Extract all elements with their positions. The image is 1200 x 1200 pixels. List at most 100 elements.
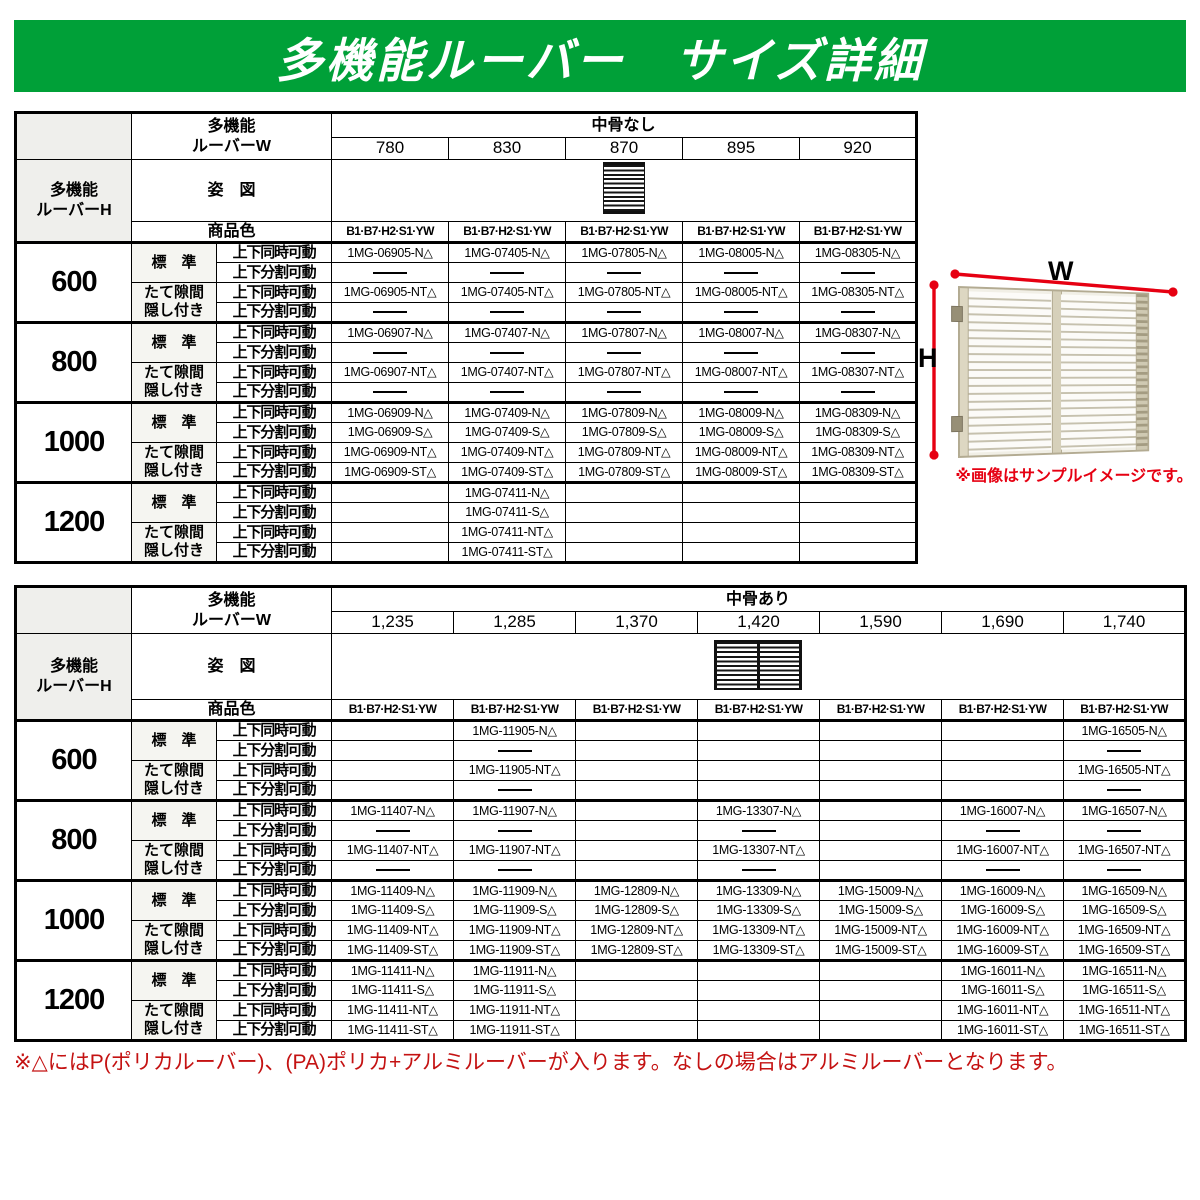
dash-cell [799, 262, 918, 284]
product-code-cell: 1MG-16507-NT△ [1063, 840, 1187, 862]
width-value: 1,740 [1063, 611, 1187, 634]
product-code-cell: 1MG-06909-ST△ [331, 462, 450, 484]
sample-image-caption: ※画像はサンプルイメージです。 [955, 468, 1193, 485]
dash-mark [490, 311, 525, 314]
dash-mark [724, 391, 759, 394]
louver-h-header: 多機能 ルーバーH [15, 158, 132, 244]
spec-row: 1200 標 準上下同時可動 1MG-07411-N△ [15, 481, 918, 564]
spec-row: 上下分割可動 1MG-11409-ST△ 1MG-11909-ST△ 1MG-1280… [16, 940, 1187, 962]
dash-cell [1063, 860, 1187, 882]
table-body: 多機能 ルーバーW 中骨なし 780 830 870 895 920 多機能 ルーバーH 姿 図… [15, 112, 918, 564]
empty-cell [819, 740, 943, 762]
product-code-cell: 1MG-08307-N△ [799, 321, 918, 344]
spec-row: 1000 標 準上下同時可動 1MG-11409-N△ 1MG-11909-N△ 1MG… [15, 879, 1187, 962]
movement-type-label: 上下分割可動 [215, 940, 333, 962]
product-code-cell: 1MG-07407-NT△ [448, 362, 567, 384]
product-code-cell: 1MG-07409-N△ [448, 401, 567, 424]
dash-cell [448, 382, 567, 404]
movement-type-label: 上下同時可動 [215, 959, 333, 982]
product-code-cell: 1MG-13307-NT△ [697, 840, 821, 862]
empty-cell [697, 959, 821, 982]
height-value: 1200 [15, 959, 132, 1042]
spec-row: 上下分割可動 1MG-11411-ST△ 1MG-11911-ST△ 1MG-1601… [16, 1020, 1187, 1042]
product-code-cell: 1MG-16509-N△ [1063, 879, 1187, 902]
movement-type-label: 上下分割可動 [215, 900, 333, 922]
triangle-footnote: ※△にはP(ポリカルーバー)、(PA)ポリカ+アルミルーバーが入ります。なしの場… [14, 1051, 1068, 1074]
empty-cell [941, 760, 1065, 782]
product-code-cell: 1MG-08007-N△ [682, 321, 801, 344]
dash-mark [741, 829, 776, 832]
dash-mark [840, 351, 875, 354]
width-value: 870 [565, 137, 684, 160]
empty-cell [331, 760, 455, 782]
width-value: 830 [448, 137, 567, 160]
group-standard-label: 標 準 [131, 799, 217, 842]
dash-cell [799, 342, 918, 364]
empty-cell [697, 780, 821, 802]
empty-cell [682, 542, 801, 564]
dash-cell [453, 860, 577, 882]
product-code-cell: 1MG-11909-N△ [453, 879, 577, 902]
spec-row: たて隙間 隠し付き 上下同時可動 1MG-11409-NT△ 1MG-11909-NT… [16, 920, 1187, 962]
product-code-cell: 1MG-07805-N△ [565, 241, 684, 264]
color-row: 商品色 B1·B7·H2·S1·YW B1·B7·H2·S1·YW B1·B7·H2·… [16, 698, 1187, 722]
product-code-cell: 1MG-07809-NT△ [565, 442, 684, 464]
product-code-cell: 1MG-07805-NT△ [565, 282, 684, 304]
corner-cell [15, 112, 132, 160]
header-row-bone: 多機能 ルーバーW 中骨あり [15, 586, 1187, 634]
empty-cell [819, 799, 943, 822]
spec-row: 上下分割可動 1MG-07411-ST△ [16, 542, 918, 564]
product-code-cell: 1MG-07405-NT△ [448, 282, 567, 304]
movement-type-label: 上下分割可動 [215, 980, 333, 1002]
empty-cell [565, 502, 684, 524]
dash-mark [373, 351, 408, 354]
midrail-type-header: 中骨あり [331, 586, 1187, 612]
height-value: 600 [15, 241, 132, 324]
title-banner: 多機能ルーバー サイズ詳細 [14, 20, 1186, 92]
width-value: 780 [331, 137, 450, 160]
spec-row: 600 標 準上下同時可動 1MG-06905-N△ 1MG-07405-N△ 1MG-… [15, 241, 918, 324]
table-body: 多機能 ルーバーW 中骨あり 1,235 1,285 1,370 1,420 1,590 1,… [15, 586, 1187, 1042]
product-code-cell: 1MG-11409-NT△ [331, 920, 455, 942]
product-code-cell: 1MG-12809-N△ [575, 879, 699, 902]
empty-cell [575, 840, 699, 862]
product-code-cell: 1MG-08309-NT△ [799, 442, 918, 464]
product-code-cell: 1MG-16011-ST△ [941, 1020, 1065, 1042]
product-code-cell: 1MG-08309-N△ [799, 401, 918, 424]
spec-row: たて隙間 隠し付き 上下同時可動 1MG-07411-NT△ [16, 522, 918, 564]
header-row-bone: 多機能 ルーバーW 中骨なし [15, 112, 918, 160]
product-code-cell: 1MG-11409-S△ [331, 900, 455, 922]
empty-cell [941, 740, 1065, 762]
empty-cell [819, 780, 943, 802]
product-code-cell: 1MG-08005-N△ [682, 241, 801, 264]
product-code-cell: 1MG-12809-NT△ [575, 920, 699, 942]
spec-row: 上下分割可動 1MG-07411-S△ [16, 502, 918, 524]
empty-cell [331, 502, 450, 524]
movement-type-label: 上下同時可動 [215, 719, 333, 742]
louver-h-header: 多機能 ルーバーH [15, 632, 132, 722]
empty-cell [819, 980, 943, 1002]
movement-type-label: 上下同時可動 [215, 760, 333, 782]
product-code-cell: 1MG-08309-ST△ [799, 462, 918, 484]
product-code-cell: 1MG-07407-N△ [448, 321, 567, 344]
spec-row: 上下分割可動 1MG-11411-S△ 1MG-11911-S△ 1MG-16011-… [16, 980, 1187, 1002]
product-code-cell: 1MG-06909-S△ [331, 422, 450, 444]
product-code-cell: 1MG-08009-N△ [682, 401, 801, 424]
width-value: 1,420 [697, 611, 821, 634]
product-code-cell: 1MG-13307-N△ [697, 799, 821, 822]
empty-cell [697, 1000, 821, 1022]
product-code-cell: 1MG-06909-N△ [331, 401, 450, 424]
product-code-cell: 1MG-12809-S△ [575, 900, 699, 922]
product-code-cell: 1MG-08307-NT△ [799, 362, 918, 384]
dash-cell [799, 382, 918, 404]
product-code-cell: 1MG-08009-NT△ [682, 442, 801, 464]
dash-cell [448, 302, 567, 324]
width-value: 1,285 [453, 611, 577, 634]
spec-row: 上下分割可動 1MG-06909-ST△ 1MG-07409-ST△ 1MG-0780… [16, 462, 918, 484]
product-code-cell: 1MG-16009-ST△ [941, 940, 1065, 962]
height-dimension-arrow [929, 280, 939, 460]
dash-cell [799, 302, 918, 324]
empty-cell [819, 959, 943, 982]
empty-cell [575, 1020, 699, 1042]
movement-type-label: 上下分割可動 [215, 780, 333, 802]
